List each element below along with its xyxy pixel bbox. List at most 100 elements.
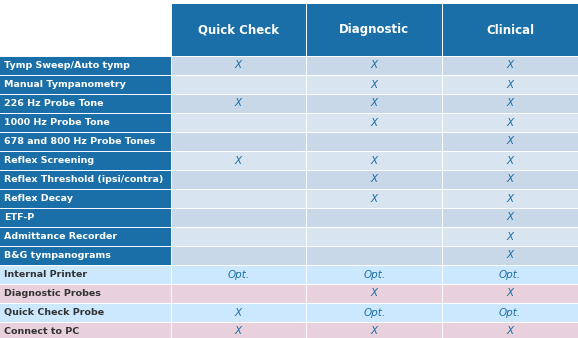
Bar	[171, 113, 306, 132]
Text: X: X	[370, 98, 378, 108]
Bar	[306, 4, 442, 56]
Bar	[171, 322, 306, 338]
Bar	[0, 265, 171, 284]
Bar	[306, 246, 442, 265]
Bar	[171, 246, 306, 265]
Bar	[306, 132, 442, 151]
Bar	[442, 208, 578, 227]
Bar	[442, 170, 578, 189]
Bar	[0, 56, 171, 75]
Bar	[0, 303, 171, 322]
Bar	[171, 284, 306, 303]
Text: X: X	[235, 61, 242, 71]
Text: Internal Printer: Internal Printer	[4, 270, 87, 279]
Text: X: X	[506, 155, 514, 166]
Text: Opt.: Opt.	[363, 269, 386, 280]
Bar	[306, 265, 442, 284]
Bar	[306, 75, 442, 94]
Text: Opt.: Opt.	[227, 269, 250, 280]
Text: X: X	[370, 327, 378, 337]
Bar	[171, 208, 306, 227]
Text: X: X	[370, 193, 378, 203]
Text: Opt.: Opt.	[363, 308, 386, 317]
Text: X: X	[506, 250, 514, 261]
Bar	[171, 132, 306, 151]
Text: Admittance Recorder: Admittance Recorder	[4, 232, 117, 241]
Bar	[442, 322, 578, 338]
Bar	[442, 265, 578, 284]
Bar	[0, 75, 171, 94]
Bar	[306, 94, 442, 113]
Text: X: X	[506, 98, 514, 108]
Bar	[0, 94, 171, 113]
Bar	[306, 284, 442, 303]
Text: Manual Tympanometry: Manual Tympanometry	[4, 80, 126, 89]
Text: 226 Hz Probe Tone: 226 Hz Probe Tone	[4, 99, 104, 108]
Text: X: X	[506, 61, 514, 71]
Bar	[0, 113, 171, 132]
Bar	[442, 132, 578, 151]
Bar	[0, 132, 171, 151]
Bar	[171, 227, 306, 246]
Text: Reflex Threshold (ipsi/contra): Reflex Threshold (ipsi/contra)	[4, 175, 164, 184]
Bar	[171, 94, 306, 113]
Bar	[0, 284, 171, 303]
Bar	[306, 322, 442, 338]
Text: Quick Check Probe: Quick Check Probe	[4, 308, 105, 317]
Bar	[0, 227, 171, 246]
Bar	[306, 56, 442, 75]
Bar	[171, 151, 306, 170]
Bar	[442, 227, 578, 246]
Text: X: X	[506, 327, 514, 337]
Bar	[442, 284, 578, 303]
Text: Diagnostic Probes: Diagnostic Probes	[4, 289, 101, 298]
Text: X: X	[506, 289, 514, 298]
Text: Opt.: Opt.	[499, 269, 521, 280]
Text: X: X	[506, 213, 514, 222]
Text: X: X	[506, 174, 514, 185]
Bar	[442, 189, 578, 208]
Bar	[0, 246, 171, 265]
Bar	[171, 56, 306, 75]
Text: X: X	[235, 308, 242, 317]
Text: Quick Check: Quick Check	[198, 24, 279, 37]
Bar	[442, 113, 578, 132]
Bar	[171, 170, 306, 189]
Bar	[0, 170, 171, 189]
Bar	[306, 170, 442, 189]
Text: X: X	[235, 98, 242, 108]
Bar	[171, 189, 306, 208]
Bar	[0, 4, 171, 56]
Text: Reflex Screening: Reflex Screening	[4, 156, 94, 165]
Bar	[0, 189, 171, 208]
Bar	[442, 151, 578, 170]
Text: Diagnostic: Diagnostic	[339, 24, 409, 37]
Bar	[442, 56, 578, 75]
Text: X: X	[506, 118, 514, 127]
Bar	[306, 227, 442, 246]
Bar	[171, 75, 306, 94]
Text: B&G tympanograms: B&G tympanograms	[4, 251, 111, 260]
Text: X: X	[370, 118, 378, 127]
Text: X: X	[235, 327, 242, 337]
Bar	[306, 113, 442, 132]
Bar	[442, 303, 578, 322]
Text: X: X	[370, 289, 378, 298]
Bar	[0, 322, 171, 338]
Text: X: X	[506, 232, 514, 241]
Text: X: X	[370, 61, 378, 71]
Bar	[171, 303, 306, 322]
Bar	[0, 151, 171, 170]
Text: 1000 Hz Probe Tone: 1000 Hz Probe Tone	[4, 118, 110, 127]
Text: Reflex Decay: Reflex Decay	[4, 194, 73, 203]
Text: Tymp Sweep/Auto tymp: Tymp Sweep/Auto tymp	[4, 61, 130, 70]
Bar	[0, 208, 171, 227]
Bar	[306, 208, 442, 227]
Text: X: X	[370, 79, 378, 90]
Text: X: X	[235, 155, 242, 166]
Bar	[171, 265, 306, 284]
Text: X: X	[506, 137, 514, 146]
Bar	[306, 189, 442, 208]
Text: ETF-P: ETF-P	[4, 213, 35, 222]
Bar	[442, 75, 578, 94]
